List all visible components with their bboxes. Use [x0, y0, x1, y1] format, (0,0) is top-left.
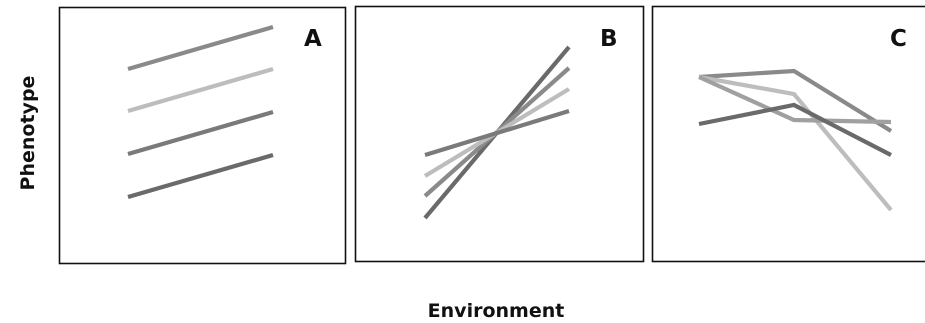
- y-axis-label: Phenotype: [17, 76, 39, 191]
- panel-a: A: [58, 6, 347, 265]
- panel-a-label: A: [304, 26, 322, 52]
- panel-c-label: C: [890, 26, 907, 52]
- panel-a-line-2: [127, 66, 274, 114]
- panel-c-line-2: [698, 74, 893, 212]
- panel-c-line-1: [698, 68, 893, 133]
- panel-c-line-4: [698, 102, 892, 157]
- panel-b: B: [354, 5, 645, 263]
- panel-a-line-1: [127, 24, 274, 72]
- x-axis-label: Environment: [428, 300, 565, 322]
- panel-c-frame: [651, 5, 925, 263]
- panel-c: C: [651, 5, 925, 263]
- panel-b-line-4: [424, 108, 570, 158]
- panel-a-frame: [58, 6, 347, 265]
- panel-c-line-3: [698, 75, 892, 125]
- panel-b-label: B: [600, 26, 618, 52]
- panel-a-line-4: [127, 152, 274, 200]
- panel-a-line-3: [127, 109, 274, 157]
